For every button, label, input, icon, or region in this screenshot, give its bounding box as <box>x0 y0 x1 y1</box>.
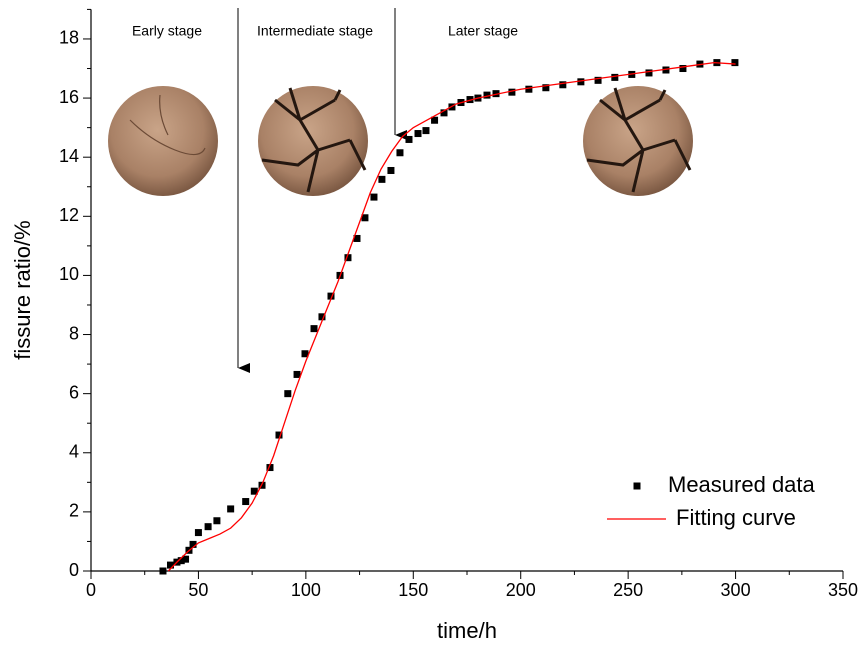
legend-label: Fitting curve <box>676 505 796 530</box>
y-tick-label: 8 <box>69 323 79 343</box>
data-point <box>361 214 369 222</box>
x-axis-title: time/h <box>437 618 497 643</box>
data-point <box>731 59 739 67</box>
y-tick-label: 10 <box>59 264 79 284</box>
y-tick-label: 6 <box>69 382 79 402</box>
y-tick-label: 18 <box>59 28 79 48</box>
data-point <box>611 73 619 81</box>
data-point <box>177 557 185 565</box>
data-point <box>284 390 292 398</box>
x-tick-label: 0 <box>86 580 96 600</box>
x-tick-label: 300 <box>721 580 751 600</box>
data-point <box>405 135 413 143</box>
data-point <box>492 90 500 98</box>
y-tick-label: 0 <box>69 560 79 580</box>
y-axis-title: fissure ratio/% <box>10 220 35 359</box>
data-point <box>440 109 448 117</box>
data-point <box>353 234 361 242</box>
sample-early <box>108 86 218 196</box>
data-point <box>662 66 670 74</box>
data-point <box>422 127 430 135</box>
sample-later <box>583 86 693 196</box>
data-point <box>266 464 274 472</box>
data-point <box>679 65 687 73</box>
data-point <box>275 431 283 439</box>
legend-marker <box>633 482 641 490</box>
x-tick-label: 200 <box>506 580 536 600</box>
data-point <box>645 69 653 77</box>
x-tick-label: 100 <box>291 580 321 600</box>
data-point <box>159 567 167 575</box>
data-point <box>327 292 335 300</box>
y-tick-label: 4 <box>69 442 79 462</box>
x-tick-label: 350 <box>828 580 858 600</box>
data-point <box>396 149 404 157</box>
data-point <box>387 166 395 174</box>
data-point <box>310 325 318 333</box>
x-tick-label: 150 <box>398 580 428 600</box>
y-tick-label: 2 <box>69 501 79 521</box>
data-point <box>559 81 567 89</box>
data-point <box>227 505 235 513</box>
data-point <box>204 523 212 531</box>
data-point <box>318 313 326 321</box>
data-point <box>182 555 190 563</box>
data-point <box>370 193 378 201</box>
x-tick-label: 250 <box>613 580 643 600</box>
data-point <box>431 116 439 124</box>
data-point <box>378 175 386 183</box>
data-point <box>250 487 258 495</box>
fit-line <box>167 61 736 572</box>
data-point <box>189 540 197 548</box>
x-tick-label: 50 <box>188 580 208 600</box>
y-tick-label: 14 <box>59 146 79 166</box>
data-point <box>414 130 422 138</box>
data-point <box>594 76 602 84</box>
data-point <box>242 498 250 506</box>
data-point <box>542 84 550 92</box>
stage-label: Early stage <box>132 23 202 39</box>
sample-intermediate <box>258 86 368 196</box>
stage-label: Intermediate stage <box>257 23 373 39</box>
legend-label: Measured data <box>668 472 816 497</box>
data-point <box>508 88 516 96</box>
data-point <box>525 85 533 93</box>
stage-label: Later stage <box>448 23 518 39</box>
data-point <box>577 78 585 86</box>
data-point <box>483 91 491 99</box>
data-point <box>166 561 174 569</box>
y-tick-label: 12 <box>59 205 79 225</box>
data-point <box>194 529 202 537</box>
data-point <box>293 370 301 378</box>
y-tick-label: 16 <box>59 87 79 107</box>
data-point <box>344 254 352 262</box>
data-point <box>301 350 309 358</box>
data-point <box>213 517 221 525</box>
